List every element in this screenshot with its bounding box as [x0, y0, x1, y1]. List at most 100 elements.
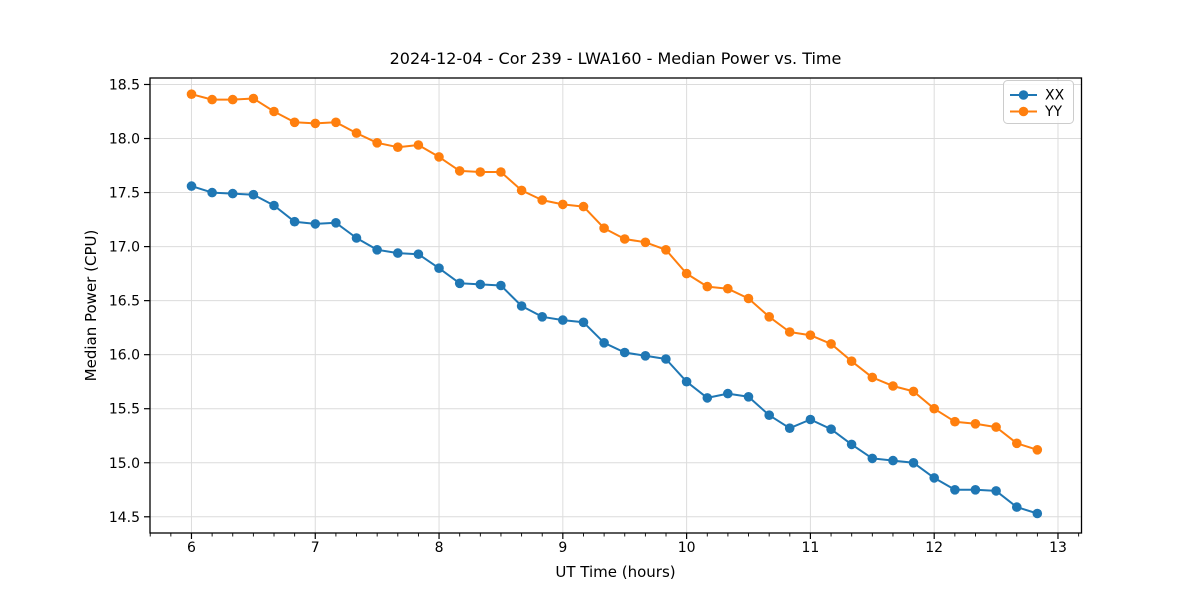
- data-point-xx: [227, 188, 238, 199]
- data-point-yy: [640, 237, 651, 248]
- y-tick-label: 15.5: [109, 402, 140, 418]
- data-point-xx: [764, 410, 774, 421]
- data-point-xx: [248, 189, 259, 200]
- data-point-yy: [186, 89, 197, 99]
- y-tick-label: 17.0: [109, 240, 140, 256]
- data-point-yy: [289, 117, 300, 128]
- chart-title: 2024-12-04 - Cor 239 - LWA160 - Median P…: [390, 49, 842, 68]
- data-point-yy: [764, 312, 774, 322]
- data-point-xx: [846, 439, 857, 450]
- data-point-yy: [599, 223, 609, 233]
- series-line-yy: [191, 93, 1038, 451]
- data-point-yy: [970, 419, 981, 429]
- data-point-yy: [496, 167, 506, 177]
- data-point-yy: [950, 416, 960, 427]
- data-point-xx: [888, 455, 898, 466]
- data-point-yy: [331, 117, 341, 128]
- data-point-xx: [434, 263, 444, 274]
- data-point-xx: [970, 485, 981, 495]
- plot-border: [149, 77, 1083, 534]
- data-point-yy: [661, 245, 671, 255]
- x-tick-label: 8: [435, 540, 444, 556]
- data-point-xx: [269, 200, 279, 211]
- data-point-xx: [661, 354, 671, 364]
- y-tick-label: 14.5: [109, 510, 140, 526]
- data-point-xx: [702, 393, 713, 403]
- data-point-xx: [537, 312, 547, 322]
- data-point-xx: [516, 301, 527, 311]
- data-point-xx: [929, 473, 939, 483]
- data-point-yy: [310, 118, 321, 129]
- data-point-yy: [558, 199, 568, 210]
- data-point-xx: [599, 338, 609, 348]
- data-point-xx: [681, 376, 692, 387]
- data-point-xx: [310, 219, 321, 229]
- data-point-xx: [1032, 508, 1043, 519]
- data-point-yy: [805, 330, 816, 341]
- data-point-xx: [351, 233, 362, 243]
- data-point-xx: [331, 218, 341, 228]
- data-point-xx: [784, 423, 795, 434]
- legend: XX YY: [1003, 80, 1074, 124]
- y-tick-label: 15.0: [109, 456, 140, 472]
- data-point-yy: [888, 381, 898, 391]
- data-point-xx: [723, 388, 733, 399]
- data-point-yy: [516, 185, 527, 196]
- y-tick-label: 16.0: [109, 348, 140, 364]
- tick-labels: 6 7 8 9 10 11 12 13 14.5 15.0 15.5 16.0 16.5 17.0 17.5…: [109, 77, 1067, 556]
- data-point-yy: [908, 386, 919, 397]
- data-point-yy: [413, 140, 424, 150]
- data-point-yy: [846, 356, 857, 367]
- data-point-xx: [454, 278, 465, 289]
- data-point-yy: [372, 138, 382, 148]
- data-point-yy: [1012, 438, 1022, 449]
- data-point-xx: [991, 486, 1001, 496]
- data-point-xx: [578, 317, 589, 328]
- data-point-xx: [1012, 502, 1022, 512]
- data-point-yy: [578, 201, 589, 212]
- y-axis-label: Median Power (CPU): [82, 230, 100, 382]
- y-tick-label: 17.5: [109, 186, 140, 202]
- data-point-yy: [351, 128, 362, 138]
- y-tick-label: 16.5: [109, 294, 140, 310]
- data-point-xx: [640, 351, 651, 361]
- legend-label-xx: XX: [1045, 88, 1065, 104]
- data-point-xx: [413, 249, 424, 259]
- x-tick-label: 10: [678, 540, 696, 556]
- series: [186, 89, 1043, 519]
- data-point-xx: [372, 245, 382, 255]
- data-point-yy: [227, 94, 238, 105]
- data-point-yy: [537, 195, 547, 205]
- axes: [149, 77, 1083, 534]
- data-point-xx: [826, 424, 836, 435]
- data-point-yy: [681, 268, 692, 279]
- tick-marks: [144, 83, 1080, 539]
- data-point-yy: [723, 283, 733, 294]
- data-point-xx: [475, 279, 486, 290]
- series-xx: [186, 181, 1043, 519]
- data-point-yy: [929, 403, 939, 414]
- data-point-xx: [950, 485, 960, 495]
- data-point-xx: [867, 453, 878, 464]
- data-point-xx: [393, 248, 403, 258]
- x-axis-label: UT Time (hours): [555, 563, 675, 581]
- data-point-yy: [475, 167, 486, 177]
- x-tick-label: 13: [1049, 540, 1067, 556]
- data-point-yy: [434, 152, 444, 162]
- data-point-yy: [784, 327, 795, 337]
- x-tick-label: 7: [311, 540, 320, 556]
- legend-sample-marker-yy: [1018, 106, 1029, 117]
- data-point-xx: [908, 458, 919, 468]
- data-point-xx: [743, 392, 754, 402]
- y-tick-label: 18.5: [109, 77, 140, 93]
- data-point-xx: [496, 280, 506, 291]
- series-yy: [186, 89, 1043, 455]
- x-tick-label: 6: [187, 540, 196, 556]
- data-point-yy: [1032, 445, 1043, 455]
- data-point-xx: [207, 187, 217, 198]
- data-point-yy: [454, 166, 465, 176]
- grid: [150, 78, 1082, 533]
- data-point-yy: [702, 281, 713, 292]
- data-point-yy: [207, 94, 217, 105]
